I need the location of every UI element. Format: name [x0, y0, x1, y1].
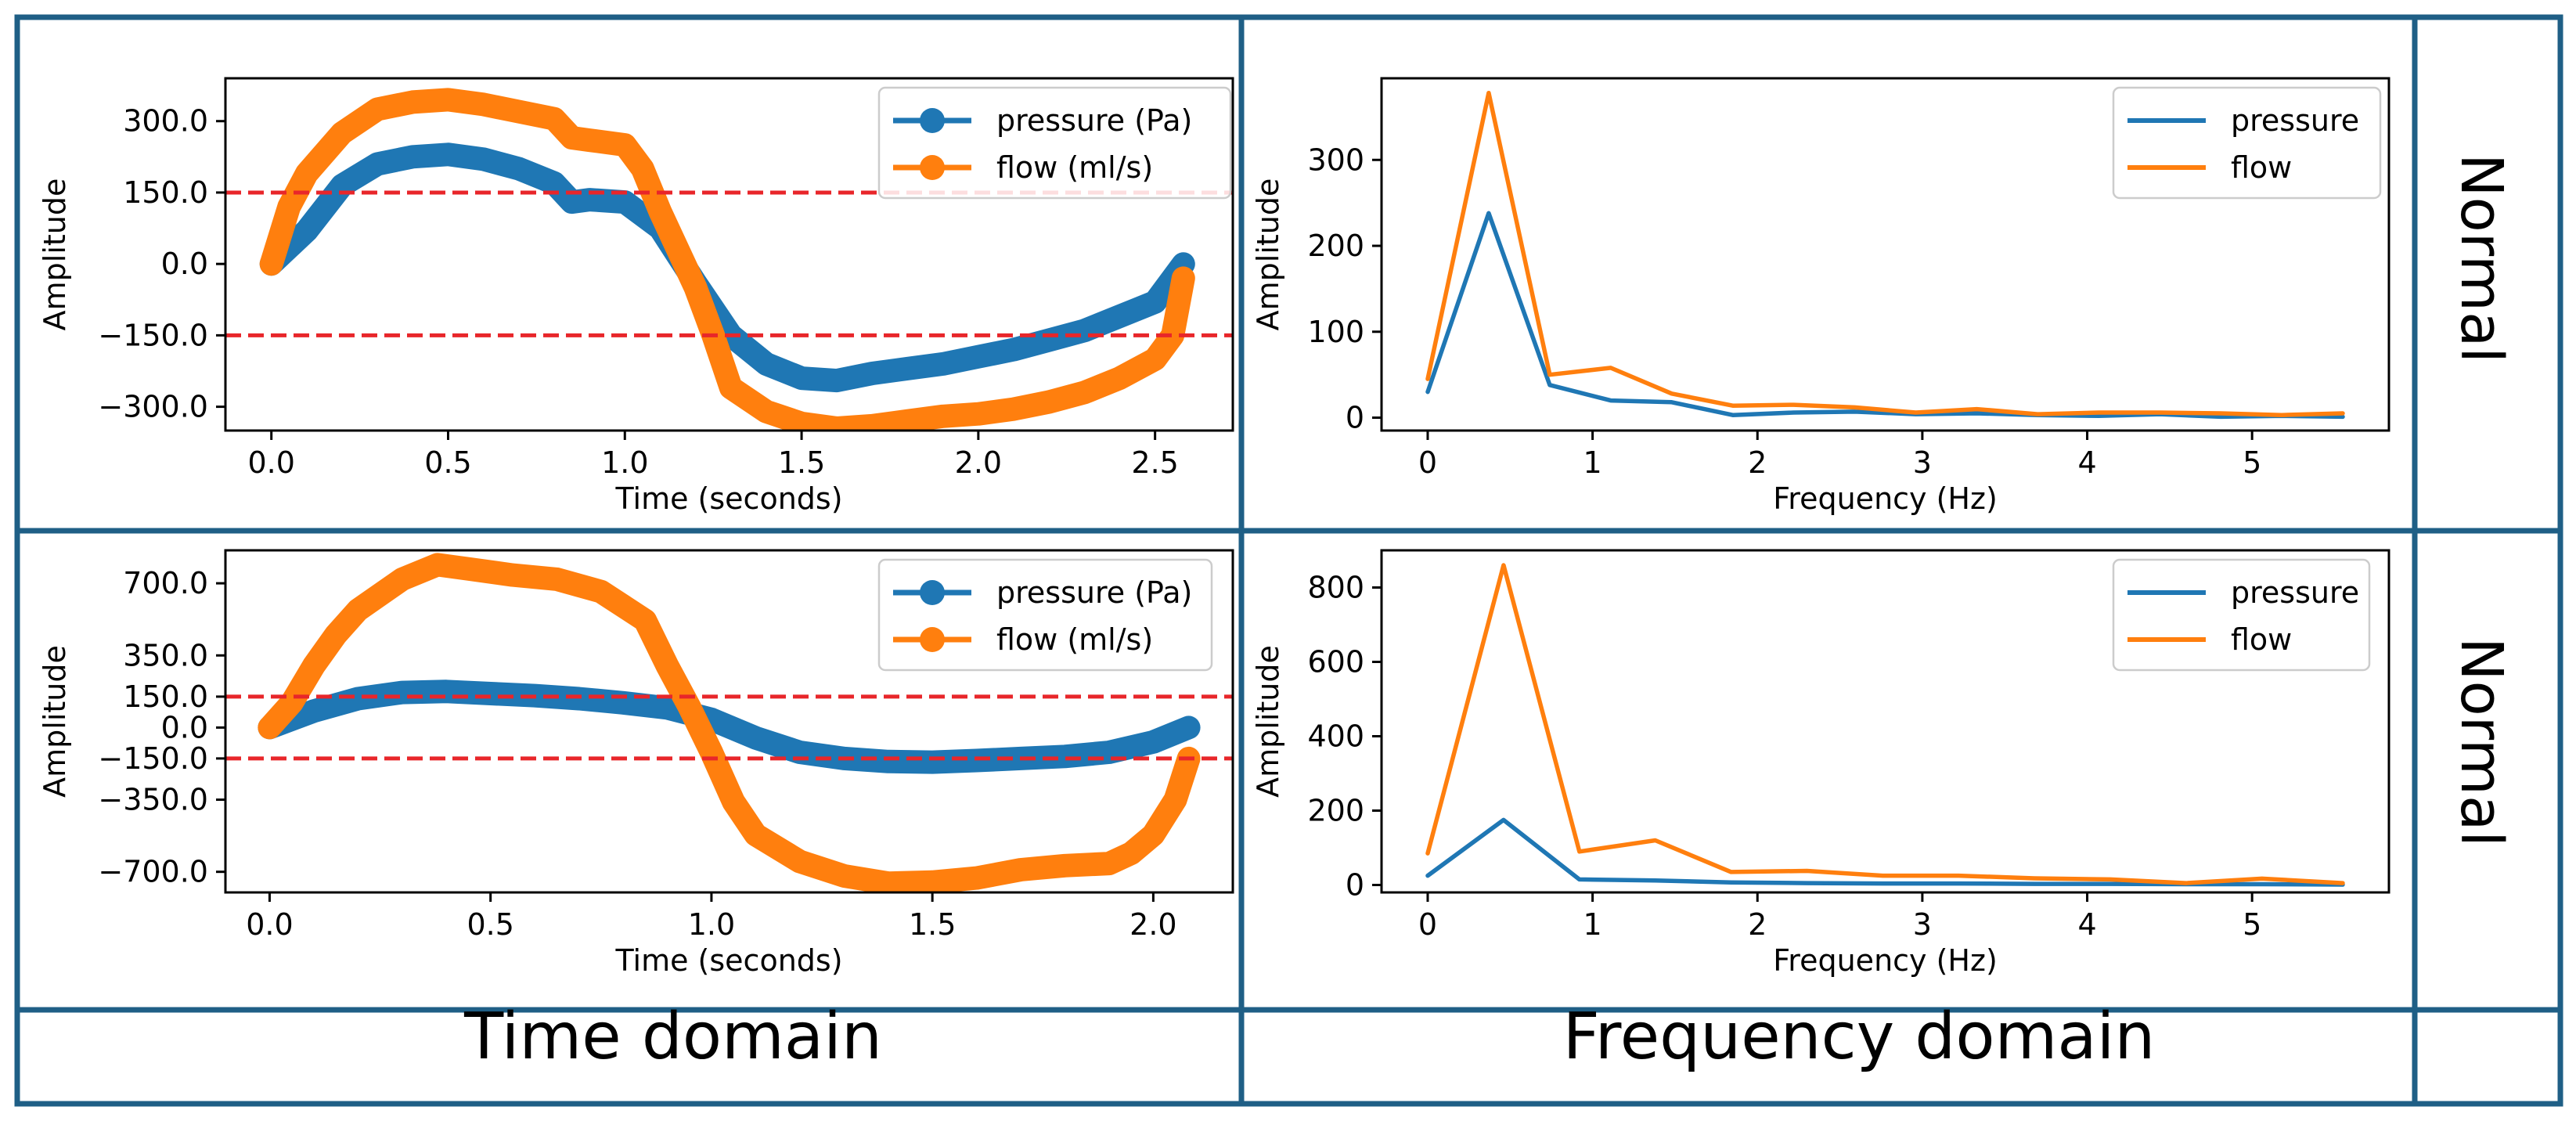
y-axis-label: Amplitude [38, 178, 72, 331]
frequency-domain-chart-row-2: 0 1 2 3 4 5 800 600 400 200 0 Frequency (Hz) Amplitu… [1251, 549, 2390, 978]
row-label-1: Normal [2448, 153, 2515, 363]
x-tick-label: 0.5 [467, 907, 513, 942]
series-flow-line [1425, 90, 2345, 417]
y-tick-label: −700.0 [98, 855, 208, 889]
y-tick-label: 350.0 [123, 638, 208, 672]
x-tick-label: 0.0 [246, 907, 293, 942]
frame-outer [14, 14, 2563, 1107]
y-tick-label: −150.0 [98, 741, 208, 776]
y-tick-label: 300 [1307, 142, 1364, 177]
legend-label-pressure: pressure [2231, 575, 2359, 610]
x-axis-label: Frequency (Hz) [1773, 943, 1998, 978]
series-pressure-pa-line [258, 679, 1201, 774]
x-tick-label: 1 [1583, 907, 1602, 942]
legend: pressure (Pa) flow (ml/s) [877, 86, 1232, 200]
legend-label-flow-ml-s: flow (ml/s) [996, 150, 1153, 185]
legend-label-pressure-pa: pressure (Pa) [996, 103, 1192, 138]
series-flow-line [1425, 563, 2345, 885]
legend: pressure flow [2112, 86, 2382, 200]
legend: pressure (Pa) flow (ml/s) [877, 558, 1213, 672]
x-tick-label: 3 [1913, 907, 1932, 942]
x-tick-label: 5 [2243, 907, 2261, 942]
legend-label-flow: flow [2231, 150, 2292, 185]
plot-area [1425, 563, 2345, 887]
y-tick-label: 0.0 [161, 247, 208, 281]
y-axis-label: Amplitude [1251, 645, 1285, 798]
y-tick-label: 600 [1307, 645, 1364, 679]
series-flow-ml-s-line [258, 553, 1201, 892]
y-tick-label: 400 [1307, 719, 1364, 754]
x-tick-label: 2 [1748, 445, 1767, 480]
y-tick-label: 200 [1307, 794, 1364, 828]
grid-frame [14, 14, 2563, 1107]
legend-label-flow: flow [2231, 622, 2292, 657]
x-tick-label: 0.5 [424, 445, 471, 480]
time-domain-chart-row-1: 0.0 0.5 1.0 1.5 2.0 2.5 300.0 150.0 0.0 −150.0 −30… [38, 77, 1234, 516]
y-tick-label: 0 [1346, 401, 1364, 435]
frequency-domain-chart-row-1: 0 1 2 3 4 5 300 200 100 0 Frequency (Hz) Amplitude p… [1251, 77, 2390, 516]
column-label-frequency-domain: Frequency domain [1563, 1000, 2156, 1074]
row-label-2: Normal [2448, 637, 2515, 847]
x-tick-label: 0.0 [247, 445, 294, 480]
y-tick-label: 150.0 [123, 175, 208, 210]
x-tick-label: 2.5 [1131, 445, 1178, 480]
legend-label-flow-ml-s: flow (ml/s) [996, 622, 1153, 657]
x-axis-label: Time (seconds) [614, 943, 842, 978]
legend-marker-pressure-pa [920, 580, 945, 605]
x-tick-label: 3 [1913, 445, 1932, 480]
y-tick-label: 300.0 [123, 104, 208, 139]
x-tick-label: 4 [2077, 907, 2096, 942]
y-tick-label: 100 [1307, 315, 1364, 349]
axes-frame [224, 77, 1234, 432]
plot-area [259, 88, 1195, 431]
series-flow-ml-s-line [259, 88, 1195, 431]
y-tick-label: 700.0 [123, 566, 208, 600]
column-label-time-domain: Time domain [463, 1000, 882, 1074]
x-tick-label: 4 [2077, 445, 2096, 480]
x-tick-label: 2 [1748, 907, 1767, 942]
y-axis-label: Amplitude [38, 645, 72, 798]
axes-frame [1380, 549, 2390, 894]
y-tick-label: 200 [1307, 229, 1364, 263]
axes-frame [1380, 77, 2390, 432]
legend-marker-flow-ml-s [920, 155, 945, 180]
y-tick-label: 800 [1307, 571, 1364, 605]
legend-label-pressure: pressure [2231, 103, 2359, 138]
y-tick-label: 0 [1346, 868, 1364, 903]
y-tick-label: −350.0 [98, 783, 208, 817]
legend-box [877, 558, 1213, 672]
plot-area [1425, 90, 2345, 420]
legend: pressure flow [2112, 558, 2371, 672]
legend-box [2112, 558, 2371, 672]
x-tick-label: 0 [1418, 445, 1437, 480]
y-tick-label: 0.0 [161, 710, 208, 744]
y-tick-label: −300.0 [98, 390, 208, 424]
x-tick-label: 2.0 [955, 445, 1002, 480]
x-tick-label: 1.0 [601, 445, 648, 480]
x-tick-label: 1 [1583, 445, 1602, 480]
y-tick-label: −150.0 [98, 318, 208, 352]
x-tick-label: 1.5 [909, 907, 956, 942]
x-tick-label: 2.0 [1129, 907, 1176, 942]
x-axis-label: Time (seconds) [614, 481, 842, 516]
legend-box [877, 86, 1232, 200]
legend-marker-flow-ml-s [920, 627, 945, 652]
x-tick-label: 5 [2243, 445, 2261, 480]
legend-marker-pressure-pa [920, 108, 945, 133]
y-axis-label: Amplitude [1251, 178, 1285, 331]
x-axis-label: Frequency (Hz) [1773, 481, 1998, 516]
x-tick-label: 1.5 [778, 445, 825, 480]
x-tick-label: 1.0 [688, 907, 735, 942]
legend-box [2112, 86, 2382, 200]
x-tick-label: 0 [1418, 907, 1437, 942]
time-domain-chart-row-2: 0.0 0.5 1.0 1.5 2.0700.0350.0150.00.0−150.0−… [38, 549, 1234, 978]
series-pressure-line [1425, 211, 2345, 420]
axes-frame [224, 549, 1234, 894]
legend-label-pressure-pa: pressure (Pa) [996, 575, 1192, 610]
y-tick-label: 150.0 [123, 679, 208, 714]
